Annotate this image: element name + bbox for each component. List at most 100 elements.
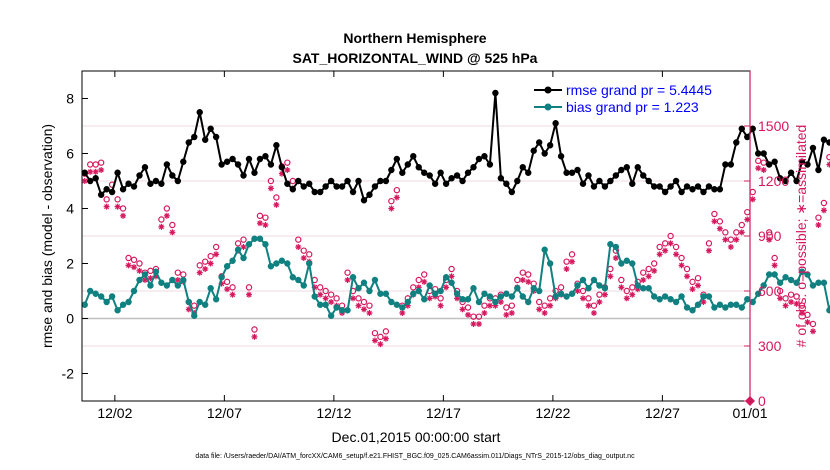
rmse-point <box>771 158 778 165</box>
obs-possible-point <box>437 295 444 302</box>
obs-possible-point <box>667 232 674 240</box>
bias-point <box>103 298 110 306</box>
obs-possible-point <box>371 329 379 337</box>
asterisk-stroke <box>284 167 290 173</box>
asterisk-stroke <box>520 277 526 283</box>
obs-assimilated-point <box>601 291 608 298</box>
rmse-point <box>191 133 198 141</box>
asterisk-stroke <box>717 226 723 232</box>
rmse-point <box>716 186 724 193</box>
obs-assimilated-point <box>355 302 362 309</box>
asterisk-stroke <box>454 295 460 301</box>
obs-assimilated-point <box>443 284 450 291</box>
obs-possible-point <box>519 269 526 276</box>
obs-possible-point <box>130 256 138 264</box>
bias-point <box>114 307 121 314</box>
rmse-point <box>377 177 384 185</box>
obs-possible-point <box>393 186 401 194</box>
obs-possible-point <box>749 188 756 196</box>
obs-possible-point <box>755 157 762 165</box>
bias-point <box>180 276 187 284</box>
obs-assimilated-point <box>673 251 680 258</box>
bias-point <box>744 296 751 303</box>
obs-assimilated-point <box>103 203 110 210</box>
obs-assimilated-point <box>788 299 795 305</box>
rmse-point <box>612 172 620 179</box>
obs-possible-point <box>705 240 713 247</box>
rmse-point <box>360 197 368 204</box>
rmse-point <box>338 183 346 190</box>
asterisk-stroke <box>662 248 668 254</box>
obs-possible-point <box>333 295 340 302</box>
asterisk-stroke <box>728 244 734 250</box>
asterisk-stroke <box>87 169 93 175</box>
rmse-point <box>97 191 105 198</box>
bias-point <box>141 271 149 278</box>
bias-point <box>503 290 510 297</box>
obs-assimilated-point <box>229 291 236 298</box>
rmse-point <box>388 166 395 174</box>
obs-possible-point <box>645 265 652 273</box>
obs-possible-point <box>169 221 176 229</box>
asterisk-stroke <box>158 224 164 230</box>
asterisk-stroke <box>388 205 394 212</box>
asterisk-stroke <box>657 251 663 257</box>
rmse-point <box>568 169 576 176</box>
rmse-point <box>87 177 94 185</box>
asterisk-stroke <box>169 229 175 235</box>
rmse-point <box>492 89 499 97</box>
obs-assimilated-point <box>820 207 827 214</box>
rmse-point <box>410 153 417 160</box>
asterisk-stroke <box>273 202 279 208</box>
rmse-point <box>629 180 636 187</box>
bias-point <box>366 287 373 295</box>
bias-point <box>360 279 368 286</box>
obs-possible-point <box>201 258 209 265</box>
rmse-point <box>618 166 625 174</box>
obs-assimilated-point <box>678 262 685 269</box>
obs-assimilated-point <box>475 321 482 327</box>
asterisk-stroke <box>93 169 99 175</box>
obs-possible-point <box>229 284 236 291</box>
obs-assimilated-point <box>618 284 625 291</box>
obs-possible-point <box>776 287 784 295</box>
asterisk-stroke <box>224 286 230 292</box>
asterisk-stroke <box>487 303 493 309</box>
bias-point <box>256 235 264 242</box>
bias-point <box>492 298 499 306</box>
rmse-point <box>399 169 406 176</box>
rmse-point <box>152 177 160 185</box>
legend-bias-label: bias grand pr = 1.223 <box>566 99 699 115</box>
obs-possible-point <box>475 313 483 320</box>
bias-point <box>437 287 444 295</box>
asterisk-stroke <box>251 334 257 340</box>
rmse-point <box>278 164 286 171</box>
rmse-point <box>705 183 713 190</box>
rmse-point <box>815 166 822 174</box>
obs-assimilated-point <box>799 310 806 316</box>
bias-point <box>585 285 592 292</box>
bias-point <box>410 290 417 297</box>
obs-assimilated-point <box>486 302 493 309</box>
obs-assimilated-point <box>705 247 712 254</box>
bias-point <box>431 290 439 297</box>
obs-assimilated-point <box>120 212 127 219</box>
rmse-point <box>218 161 225 168</box>
obs-possible-point <box>623 287 631 295</box>
bias-point <box>809 282 817 289</box>
x-tick-label: 12/17 <box>426 405 461 421</box>
asterisk-stroke <box>345 277 351 283</box>
obs-assimilated-point <box>612 255 619 261</box>
obs-assimilated-point <box>519 277 526 283</box>
asterisk-stroke <box>673 251 679 257</box>
obs-assimilated-point <box>744 216 751 223</box>
obs-possible-point <box>448 265 455 273</box>
asterisk-stroke <box>700 299 706 305</box>
obs-possible-point <box>826 153 830 161</box>
rmse-point <box>333 183 340 190</box>
obs-assimilated-point <box>213 251 220 258</box>
y-tick-label-right: 1500 <box>758 118 789 134</box>
rmse-point <box>503 180 510 187</box>
y-tick-label-right: 0 <box>758 393 766 409</box>
obs-assimilated-point <box>158 223 165 230</box>
